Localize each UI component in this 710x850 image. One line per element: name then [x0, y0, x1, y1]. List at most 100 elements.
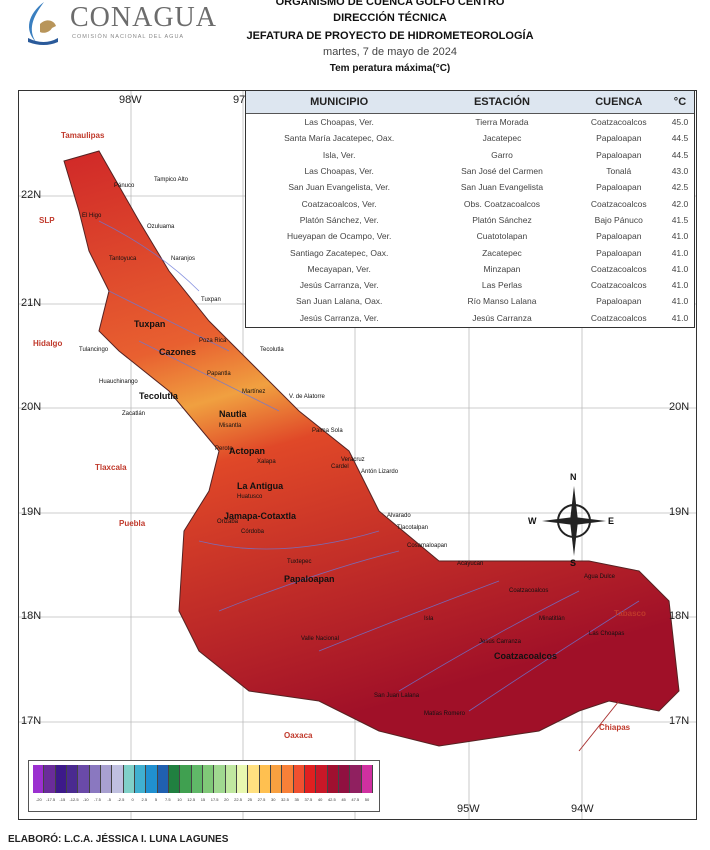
conagua-logo: CONAGUA COMISIÓN NACIONAL DEL AGUA	[22, 0, 232, 48]
compass-n: N	[570, 472, 577, 482]
place-label: Palma Sola	[312, 428, 343, 434]
scale-label: 45	[341, 797, 346, 802]
table-cell: San José del Carmen	[461, 166, 543, 177]
place-label: Córdoba	[241, 529, 265, 535]
color-swatch	[202, 765, 215, 793]
color-swatch	[44, 765, 56, 793]
author-credit: ELABORÓ: L.C.A. JÉSSICA I. LUNA LAGUNES	[8, 834, 229, 845]
place-label: Tecolutla	[260, 347, 284, 353]
scale-label: 7.5	[164, 797, 171, 802]
lat-tick: 17N	[21, 715, 42, 727]
lat-tick: 19N	[669, 506, 690, 518]
scale-label: 47.5	[351, 797, 360, 802]
place-label: Isla	[424, 616, 434, 622]
scale-label: 35	[294, 797, 299, 802]
color-swatch	[236, 765, 249, 793]
table-cell: Tonalá	[606, 166, 632, 177]
header: CONAGUA COMISIÓN NACIONAL DEL AGUA ORGAN…	[0, 0, 710, 88]
table-cell: San Juan Lalana, Oax.	[295, 296, 383, 307]
table-cell: Obs. Coatzacoalcos	[463, 198, 540, 209]
color-swatch	[327, 765, 339, 793]
scale-label: 2.5	[141, 797, 148, 802]
place-label: Misantla	[219, 423, 242, 429]
department-line: JEFATURA DE PROYECTO DE HIDROMETEOROLOGÍ…	[246, 30, 534, 42]
table-cell: Las Choapas, Ver.	[304, 117, 374, 128]
color-swatch	[89, 765, 101, 793]
table-cell: 42.5	[671, 182, 689, 193]
place-label: Matías Romero	[424, 711, 466, 717]
table-cell: Platón Sánchez	[472, 214, 532, 225]
color-swatch	[180, 765, 192, 793]
place-label: Xalapa	[257, 459, 276, 465]
table-cell: Río Manso Lalana	[467, 296, 537, 307]
place-label: Las Choapas	[589, 631, 625, 637]
basin-label: Tuxpan	[134, 319, 166, 329]
table-cell: 41.0	[671, 263, 689, 274]
table-cell: Bajo Pánuco	[594, 214, 643, 225]
color-swatch	[66, 765, 79, 793]
lon-tick: 98W	[119, 94, 142, 106]
report-date: martes, 7 de mayo de 2024	[323, 46, 457, 58]
place-label: Zacatlán	[122, 411, 146, 417]
lat-tick: 17N	[669, 715, 690, 727]
table-cell: Jacatepec	[482, 133, 522, 144]
table-cell: Zacatepec	[482, 247, 522, 258]
table-row: Mecayapan, Ver. Minzapan Coatzacoalcos 41.0	[246, 261, 694, 277]
place-label: Martínez	[242, 389, 266, 395]
table-cell: Papaloapan	[596, 231, 642, 242]
place-label: Jesús Carranza	[479, 639, 522, 645]
table-cell: Papaloapan	[596, 149, 642, 160]
state-label: Tamaulipas	[61, 131, 105, 140]
scale-label: -12.5	[69, 797, 79, 802]
basin-label: Nautla	[219, 409, 247, 419]
scale-label: 0	[131, 797, 134, 802]
state-label: Puebla	[119, 519, 146, 528]
table-cell: Jesús Carranza, Ver.	[299, 280, 379, 291]
table-cell: 42.0	[671, 198, 689, 209]
lat-tick: 22N	[21, 189, 42, 201]
table-cell: Coatzacoalcos	[590, 198, 647, 209]
basin-label: Jamapa-Cotaxtla	[224, 511, 297, 521]
scale-label: 42.5	[327, 797, 336, 802]
color-swatch	[168, 765, 181, 793]
table-cell: Jesús Carranza, Ver.	[299, 312, 379, 323]
col-cuenca: CUENCA	[571, 91, 666, 114]
table-cell: Papaloapan	[596, 133, 642, 144]
table-row: Jesús Carranza, Ver. Jesús Carranza Coatza…	[246, 310, 694, 326]
scale-label: 20	[224, 797, 229, 802]
basin-label: La Antigua	[237, 481, 284, 491]
place-label: Valle Nacional	[301, 636, 339, 642]
place-label: Ozuluama	[147, 224, 175, 230]
col-estacion: ESTACIÓN	[432, 91, 572, 114]
color-swatch	[293, 765, 305, 793]
color-scale-bar	[33, 765, 373, 793]
place-label: Cosamaloapan	[407, 543, 448, 549]
table-cell: Santa María Jacatepec, Oax.	[284, 133, 395, 144]
table-cell: 43.0	[671, 166, 689, 177]
table-row: San Juan Lalana, Oax. Río Manso Lalana Pap…	[246, 293, 694, 309]
scale-label: 5	[154, 797, 158, 802]
table-cell: 41.0	[671, 231, 689, 242]
table-cell: Papaloapan	[596, 182, 642, 193]
color-swatch	[78, 765, 90, 793]
compass-s: S	[570, 558, 577, 568]
table-cell: Hueyapan de Ocampo, Ver.	[286, 231, 392, 242]
state-label: Oaxaca	[284, 731, 313, 740]
scale-label: 10	[177, 797, 182, 802]
table-cell: Papaloapan	[596, 296, 642, 307]
scale-label: 15	[200, 797, 206, 802]
logo-text: CONAGUA	[70, 2, 217, 33]
color-swatch	[214, 765, 226, 793]
scale-label: 32.5	[281, 797, 289, 802]
color-swatch	[270, 765, 283, 793]
lat-tick: 19N	[21, 506, 42, 518]
color-swatch	[350, 765, 362, 793]
table-row: Las Choapas, Ver. San José del Carmen Tona…	[246, 163, 694, 179]
state-label: Hidalgo	[33, 339, 63, 348]
scale-label: 12.5	[187, 797, 196, 802]
table-cell: Isla, Ver.	[322, 149, 356, 160]
table-cell: Jesús Carranza	[472, 312, 532, 323]
logo-subtext: COMISIÓN NACIONAL DEL AGUA	[72, 34, 185, 40]
scale-label: -17.5	[46, 797, 56, 802]
color-scale-labels: -20 -17.5 -15 -12.5 -10 -7.5 -5 -2.5 0 2.5 5 7.5 10 1…	[33, 797, 373, 802]
